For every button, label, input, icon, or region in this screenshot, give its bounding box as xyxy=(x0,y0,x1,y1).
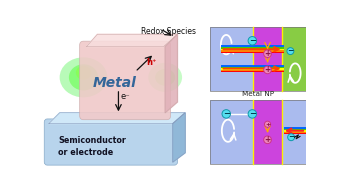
Text: −: − xyxy=(288,132,294,141)
Bar xyxy=(282,26,306,91)
Text: Semiconductor
or electrode: Semiconductor or electrode xyxy=(58,136,126,157)
Circle shape xyxy=(248,36,256,45)
Circle shape xyxy=(264,136,271,144)
Polygon shape xyxy=(173,113,185,162)
Text: h⁺: h⁺ xyxy=(146,58,157,67)
Text: +: + xyxy=(265,122,270,126)
Text: −: − xyxy=(249,109,256,118)
Ellipse shape xyxy=(60,57,107,97)
Bar xyxy=(210,26,253,91)
Text: −: − xyxy=(249,36,256,45)
Text: +: + xyxy=(264,65,271,74)
Circle shape xyxy=(264,66,271,74)
Polygon shape xyxy=(165,34,177,113)
Text: −: − xyxy=(287,46,294,55)
Circle shape xyxy=(222,110,231,118)
Bar xyxy=(253,100,282,164)
Text: Metal: Metal xyxy=(93,76,137,90)
Polygon shape xyxy=(49,113,185,124)
Circle shape xyxy=(288,134,295,141)
Ellipse shape xyxy=(148,63,182,92)
Bar xyxy=(282,100,306,164)
FancyBboxPatch shape xyxy=(44,119,177,165)
Bar xyxy=(210,100,306,164)
Ellipse shape xyxy=(76,66,91,80)
Ellipse shape xyxy=(155,69,175,86)
Text: e⁻: e⁻ xyxy=(121,91,130,101)
Ellipse shape xyxy=(69,64,98,91)
Circle shape xyxy=(248,110,256,118)
Circle shape xyxy=(287,48,294,55)
Circle shape xyxy=(265,121,271,127)
Text: −: − xyxy=(223,109,230,118)
Text: Redox Species: Redox Species xyxy=(141,27,196,36)
Bar xyxy=(210,26,306,91)
Bar xyxy=(253,26,282,91)
Text: +: + xyxy=(264,49,271,58)
Text: Metal NP: Metal NP xyxy=(242,91,274,97)
Bar xyxy=(210,100,253,164)
FancyBboxPatch shape xyxy=(80,41,170,120)
Circle shape xyxy=(264,50,271,57)
Polygon shape xyxy=(87,34,177,46)
Text: +: + xyxy=(264,135,271,144)
